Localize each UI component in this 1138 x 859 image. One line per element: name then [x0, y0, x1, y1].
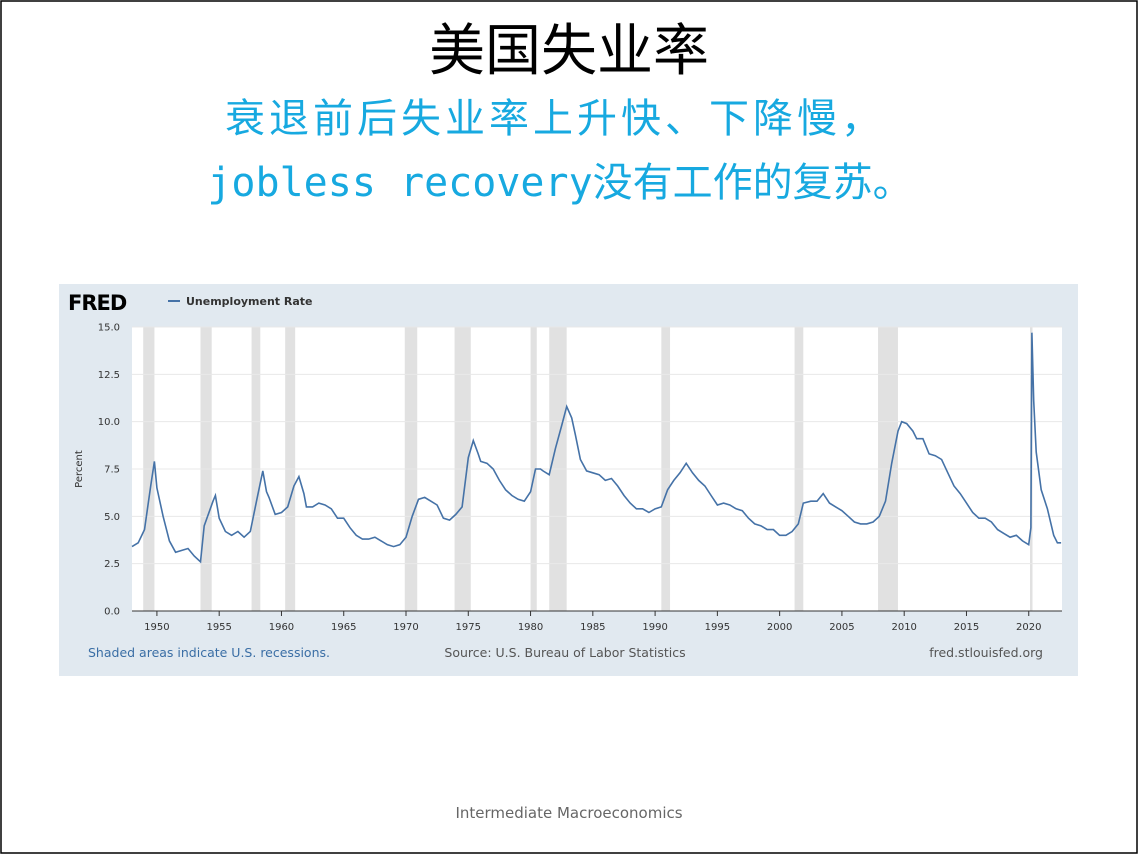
slide-title: 美国失业率: [429, 19, 709, 84]
x-tick-label: 2005: [829, 622, 854, 633]
y-tick-label: 15.0: [98, 323, 120, 334]
y-tick-label: 0.0: [104, 607, 120, 618]
note: Source: U.S. Bureau of Labor Statistics: [444, 645, 685, 660]
logo: FRED: [68, 291, 127, 315]
y-tick-label: 10.0: [98, 417, 120, 428]
x-tick-label: 1965: [331, 622, 356, 633]
y-tick-label: 2.5: [104, 559, 120, 570]
y-tick-label: 12.5: [98, 370, 120, 381]
legend-label: Unemployment Rate: [186, 295, 313, 308]
slide-subtitle: 衰退前后失业率上升快、下降慢，: [225, 96, 885, 142]
x-tick-label: 1950: [144, 622, 169, 633]
x-tick-label: 1960: [269, 622, 294, 633]
x-tick-label: 1980: [518, 622, 543, 633]
x-tick-label: 1975: [456, 622, 481, 633]
y-axis-label: Percent: [74, 450, 85, 488]
x-tick-label: 1995: [705, 622, 730, 633]
y-tick-label: 7.5: [104, 465, 120, 476]
x-tick-label: 2015: [954, 622, 979, 633]
note: Shaded areas indicate U.S. recessions.: [88, 645, 330, 660]
note: fred.stlouisfed.org: [929, 645, 1043, 660]
x-tick-label: 1970: [393, 622, 418, 633]
x-tick-label: 1985: [580, 622, 605, 633]
x-tick-label: 2020: [1016, 622, 1041, 633]
slide-subtitle: jobless recovery没有工作的复苏。: [207, 160, 912, 206]
x-tick-label: 2000: [767, 622, 792, 633]
x-tick-label: 1955: [206, 622, 231, 633]
x-tick-label: 1990: [642, 622, 667, 633]
footer: Intermediate Macroeconomics: [455, 804, 682, 822]
x-tick-label: 2010: [891, 622, 916, 633]
y-tick-label: 5.0: [104, 512, 120, 523]
data-line: [131, 332, 1062, 564]
